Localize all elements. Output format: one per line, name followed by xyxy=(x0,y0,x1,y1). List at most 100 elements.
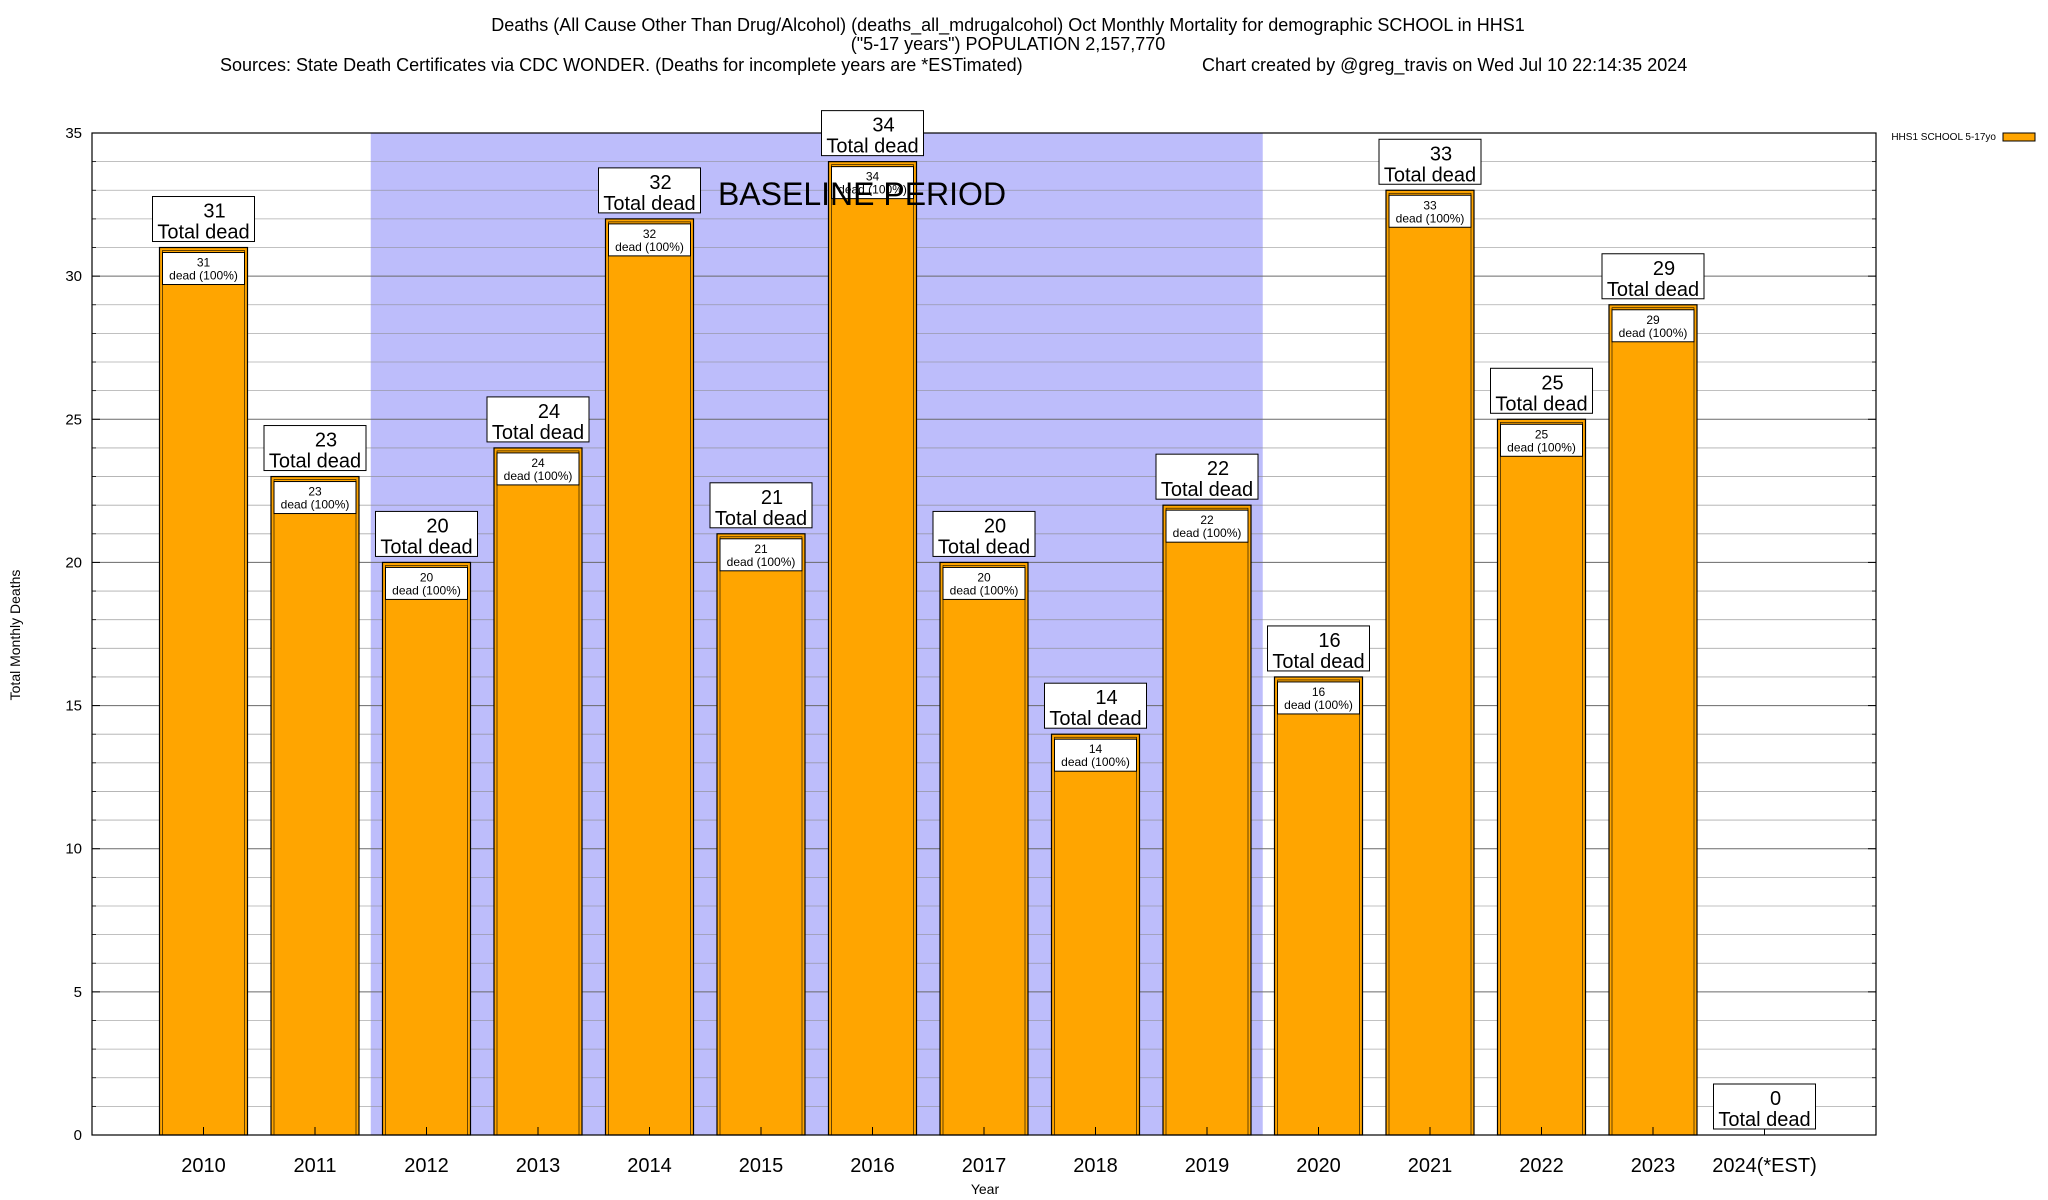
top-label-box xyxy=(932,510,1036,557)
x-tick-label: 2014 xyxy=(627,1155,672,1177)
top-label-text: Total dead xyxy=(1272,651,1364,673)
inner-label-value: 23 xyxy=(308,485,322,499)
inner-label-box xyxy=(831,166,914,200)
y-tick-label: 20 xyxy=(65,554,82,571)
bar xyxy=(1385,189,1475,1136)
inner-label-text: dead (100%) xyxy=(169,269,238,283)
inner-label-text: dead (100%) xyxy=(281,498,350,512)
inner-label-box xyxy=(1165,509,1249,543)
y-tick-label: 15 xyxy=(65,698,82,715)
top-label-value: 22 xyxy=(1207,458,1229,480)
inner-label-box xyxy=(1054,738,1137,772)
inner-label-value: 16 xyxy=(1312,685,1326,699)
bars-layer xyxy=(158,161,1698,1136)
inner-label-box xyxy=(942,566,1026,600)
inner-label-text: dead (100%) xyxy=(1284,698,1353,712)
inner-label-box xyxy=(496,452,580,486)
top-label-text: Total dead xyxy=(269,451,361,473)
top-label-text: Total dead xyxy=(1049,708,1141,730)
bar xyxy=(716,533,806,1136)
top-label-text: Total dead xyxy=(826,136,918,158)
legend-swatch xyxy=(2002,132,2036,142)
top-label-value: 34 xyxy=(872,115,894,137)
chart-title-line1: Deaths (All Cause Other Than Drug/Alcoho… xyxy=(491,15,1524,36)
inner-label-text: dead (100%) xyxy=(950,583,1019,597)
top-label-value: 31 xyxy=(203,201,225,223)
top-label-box xyxy=(1490,367,1593,414)
bar xyxy=(827,161,918,1136)
top-label-text: Total dead xyxy=(157,222,249,244)
inner-label-box xyxy=(608,223,691,257)
y-tick-label: 25 xyxy=(65,411,82,428)
x-axis-label: Year xyxy=(971,1181,1000,1197)
x-tick-label: 2024(*EST) xyxy=(1712,1155,1817,1177)
x-tick-label: 2020 xyxy=(1296,1155,1341,1177)
x-tick-label: 2012 xyxy=(404,1155,449,1177)
inner-label-text: dead (100%) xyxy=(838,183,907,197)
top-label-box xyxy=(375,510,478,557)
top-label-value: 29 xyxy=(1653,258,1675,280)
top-label-value: 16 xyxy=(1318,630,1340,652)
inner-label-value: 33 xyxy=(1423,198,1437,212)
bar xyxy=(939,561,1029,1136)
inner-label-box xyxy=(162,252,245,286)
inner-label-box xyxy=(1611,309,1695,343)
legend-label: HHS1 SCHOOL 5-17yo xyxy=(1891,132,1996,143)
legend: HHS1 SCHOOL 5-17yo xyxy=(1891,132,2036,143)
top-label-text: Total dead xyxy=(1384,164,1476,186)
inner-label-value: 34 xyxy=(866,170,880,184)
y-tick-label: 0 xyxy=(74,1127,82,1144)
inner-label-box xyxy=(385,566,468,600)
y-tick-label: 5 xyxy=(74,984,82,1001)
inner-label-value: 31 xyxy=(197,256,211,270)
bar xyxy=(158,246,249,1136)
top-label-box xyxy=(1378,138,1482,185)
bar xyxy=(1496,418,1587,1136)
y-tick-label: 30 xyxy=(65,268,82,285)
top-label-box xyxy=(598,167,701,214)
top-label-value: 23 xyxy=(315,430,337,452)
top-label-text: Total dead xyxy=(1607,279,1699,301)
top-label-value: 20 xyxy=(984,515,1006,537)
baseline-period-label: BASELINE PERIOD xyxy=(718,176,1006,212)
top-label-box xyxy=(821,110,924,157)
top-label-text: Total dead xyxy=(380,536,472,558)
x-tick-label: 2019 xyxy=(1185,1155,1230,1177)
inner-label-box xyxy=(719,538,803,572)
inner-label-value: 24 xyxy=(531,456,545,470)
x-tick-label: 2016 xyxy=(850,1155,895,1177)
top-label-text: Total dead xyxy=(603,193,695,215)
bar xyxy=(1050,733,1141,1136)
bar xyxy=(381,561,472,1136)
top-label-text: Total dead xyxy=(1495,393,1587,415)
chart-title-line2: ("5-17 years") POPULATION 2,157,770 xyxy=(851,34,1166,54)
inner-label-text: dead (100%) xyxy=(727,555,796,569)
inner-label-box xyxy=(1277,681,1360,715)
top-label-value: 14 xyxy=(1095,687,1117,709)
top-label-value: 32 xyxy=(649,172,671,194)
top-label-box xyxy=(1267,625,1370,672)
inner-label-value: 32 xyxy=(643,227,657,241)
top-label-value: 25 xyxy=(1541,372,1563,394)
top-label-text: Total dead xyxy=(492,422,584,444)
